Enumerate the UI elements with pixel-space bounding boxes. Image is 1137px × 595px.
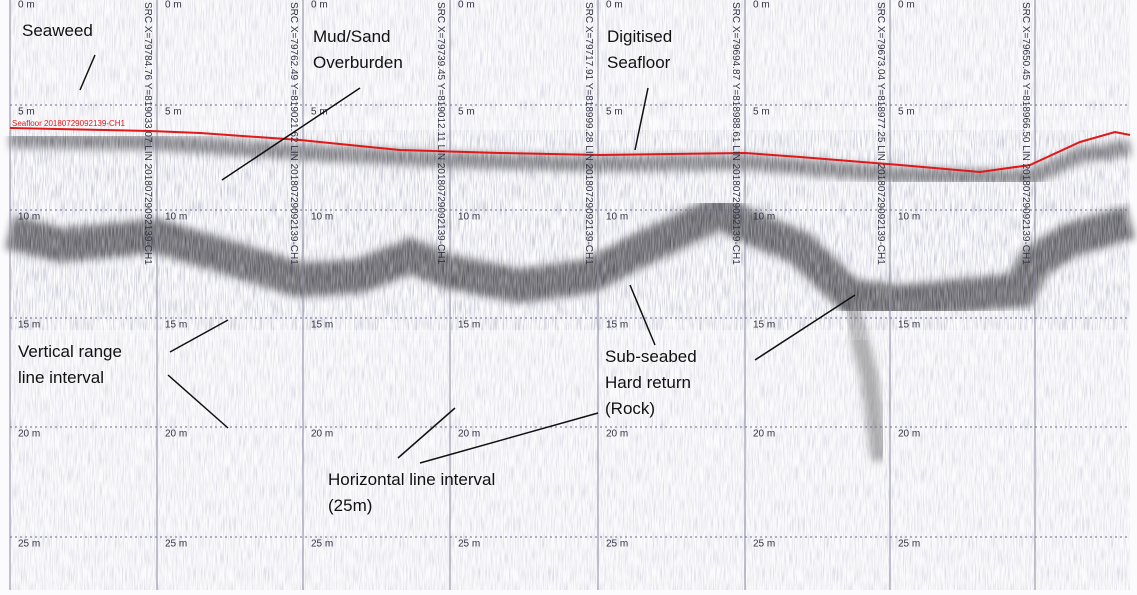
depth-label: 25 m [165, 539, 187, 550]
depth-label: 25 m [898, 539, 920, 550]
depth-label: 10 m [458, 212, 480, 223]
annotation: Seaweed [22, 21, 93, 40]
depth-label: 10 m [606, 212, 628, 223]
trace-label: SRC X=79694.87 Y=818988.61 LIN 201807290… [730, 2, 741, 265]
annotation: Mud/Sand [313, 27, 391, 46]
leader-line [419, 412, 599, 464]
leader-line [167, 374, 229, 429]
grid [9, 0, 1130, 590]
depth-label: 5 m [18, 107, 35, 118]
trace-label: SRC X=79673.04 Y=818977.25 LIN 201807290… [875, 2, 886, 265]
annotations: Seaweed Mud/Sand Overburden Digitised Seaflo… [18, 21, 697, 515]
trace-label: SRC X=79762.49 Y=819021.62 LIN 201807290… [288, 2, 299, 265]
seafloor-label: Seafloor 20180729092139-CH1 [12, 119, 126, 128]
leader-line [754, 294, 856, 361]
trace-label: SRC X=79650.45 Y=818966.50 LIN 201807290… [1020, 2, 1031, 265]
annotation: (25m) [328, 496, 372, 515]
leader-line [397, 407, 456, 459]
depth-label: 20 m [311, 429, 333, 440]
annotation: Seafloor [607, 53, 671, 72]
depth-label: 5 m [311, 107, 328, 118]
annotation: Horizontal line interval [328, 470, 495, 489]
depth-label: 20 m [753, 429, 775, 440]
depth-label: 0 m [18, 0, 35, 11]
depth-label: 20 m [18, 429, 40, 440]
trace-label: SRC X=79739.45 Y=819012.11 LIN 201807290… [435, 2, 446, 264]
depth-label: 0 m [606, 0, 623, 11]
depth-label: 25 m [18, 539, 40, 550]
annotation: (Rock) [605, 399, 655, 418]
annotation: Hard return [605, 373, 691, 392]
depth-label: 5 m [753, 107, 770, 118]
depth-label: 10 m [165, 212, 187, 223]
leader-line [634, 87, 649, 151]
annotation: Vertical range [18, 342, 122, 361]
depth-label: 0 m [458, 0, 475, 11]
depth-label: 10 m [311, 212, 333, 223]
depth-label: 0 m [898, 0, 915, 11]
depth-label: 10 m [898, 212, 920, 223]
depth-label: 20 m [458, 429, 480, 440]
labels: 0 m 0 m 0 m 0 m 0 m 0 m 0 m 5 m 5 m 5 m 5 m 5 m 5 m 5… [18, 0, 1031, 550]
leader-line [79, 54, 96, 91]
annotation: Digitised [607, 27, 672, 46]
depth-label: 5 m [165, 107, 182, 118]
leaders [79, 54, 856, 464]
depth-label: 15 m [18, 320, 40, 331]
depth-label: 0 m [165, 0, 182, 11]
leader-line [169, 319, 229, 353]
depth-label: 25 m [753, 539, 775, 550]
depth-label: 0 m [311, 0, 328, 11]
trace-label: SRC X=79784.76 Y=819033.07 LIN 201807290… [142, 2, 153, 265]
leader-line [629, 284, 656, 346]
depth-label: 10 m [753, 212, 775, 223]
depth-label: 15 m [165, 320, 187, 331]
depth-label: 20 m [898, 429, 920, 440]
depth-label: 20 m [606, 429, 628, 440]
depth-label: 25 m [606, 539, 628, 550]
depth-label: 15 m [458, 320, 480, 331]
depth-label: 15 m [606, 320, 628, 331]
grain-overlay [10, 120, 1130, 340]
leader-line [221, 87, 361, 181]
depth-label: 20 m [165, 429, 187, 440]
depth-label: 5 m [458, 107, 475, 118]
depth-label: 25 m [458, 539, 480, 550]
depth-label: 5 m [898, 107, 915, 118]
annotation: line interval [18, 368, 104, 387]
depth-label: 10 m [18, 212, 40, 223]
depth-label: 15 m [753, 320, 775, 331]
annotation: Overburden [313, 53, 403, 72]
depth-label: 15 m [311, 320, 333, 331]
trace-label: SRC X=79717.91 Y=818999.28 LIN 201807290… [583, 2, 594, 265]
depth-label: 5 m [606, 107, 623, 118]
depth-label: 0 m [753, 0, 770, 11]
depth-label: 25 m [311, 539, 333, 550]
seafloor-line [9, 127, 1131, 174]
annotation: Sub-seabed [605, 347, 697, 366]
depth-label: 15 m [898, 320, 920, 331]
